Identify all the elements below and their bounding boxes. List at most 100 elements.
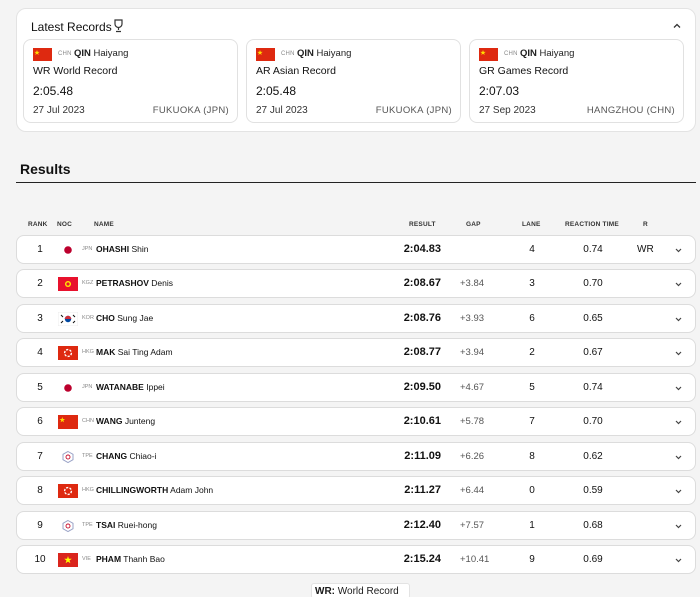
record-card-wr: CHN QIN Haiyang WR World Record 2:05.48 … [23, 39, 238, 123]
gap: +3.84 [460, 278, 485, 289]
chevron-down-icon[interactable] [674, 349, 683, 358]
result-row[interactable]: 9 TPE TSAI Ruei-hong 2:12.40 +7.57 1 0.6… [16, 511, 696, 540]
col-header-lane: LANE [522, 221, 541, 228]
chevron-down-icon[interactable] [674, 418, 683, 427]
chevron-down-icon[interactable] [674, 522, 683, 531]
reaction-time: 0.69 [583, 554, 603, 565]
result-row[interactable]: 3 KOR CHO Sung Jae 2:08.76 +3.93 6 0.65 [16, 304, 696, 333]
result-time: 2:04.83 [403, 243, 441, 255]
results-title: Results [20, 161, 71, 177]
result-row[interactable]: 10 VIE PHAM Thanh Bao 2:15.24 +10.41 9 0… [16, 545, 696, 574]
noc-code: TPE [82, 453, 93, 459]
col-header-noc: NOC [57, 221, 73, 228]
gap: +6.44 [460, 485, 485, 496]
result-row[interactable]: 4 HKG MAK Sai Ting Adam 2:08.77 +3.94 2 … [16, 338, 696, 367]
athlete-name[interactable]: CHANG Chiao-i [96, 451, 157, 461]
result-time: 2:12.40 [403, 519, 441, 531]
rank: 2 [37, 278, 43, 289]
rank: 1 [37, 244, 43, 255]
record-athlete[interactable]: QIN Haiyang [74, 48, 129, 59]
gap: +10.41 [460, 554, 490, 565]
chevron-up-icon[interactable] [671, 20, 683, 32]
chevron-down-icon[interactable] [674, 280, 683, 289]
record-card-ar: CHN QIN Haiyang AR Asian Record 2:05.48 … [246, 39, 461, 123]
record-badge: WR [637, 244, 654, 255]
record-date: 27 Jul 2023 [256, 105, 308, 116]
reaction-time: 0.74 [583, 244, 603, 255]
flag-tpe-icon [62, 450, 74, 464]
result-row[interactable]: 6 CHN WANG Junteng 2:10.61 +5.78 7 0.70 [16, 407, 696, 436]
gap: +5.78 [460, 416, 485, 427]
flag-jpn-icon [64, 384, 72, 392]
rank: 8 [37, 485, 43, 496]
result-time: 2:11.09 [404, 450, 441, 462]
record-card-gr: CHN QIN Haiyang GR Games Record 2:07.03 … [469, 39, 684, 123]
record-location: HANGZHOU (CHN) [586, 105, 675, 116]
athlete-name[interactable]: OHASHI Shin [96, 244, 149, 254]
reaction-time: 0.74 [583, 382, 603, 393]
chevron-down-icon[interactable] [674, 487, 683, 496]
result-row[interactable]: 7 TPE CHANG Chiao-i 2:11.09 +6.26 8 0.62 [16, 442, 696, 471]
reaction-time: 0.70 [583, 278, 603, 289]
record-noc: CHN [58, 51, 72, 57]
record-date: 27 Sep 2023 [479, 105, 536, 116]
chevron-down-icon[interactable] [674, 453, 683, 462]
rank: 7 [37, 451, 43, 462]
reaction-time: 0.62 [583, 451, 603, 462]
record-athlete[interactable]: QIN Haiyang [297, 48, 352, 59]
record-noc: CHN [281, 51, 295, 57]
noc-code: JPN [82, 384, 93, 390]
lane: 5 [529, 382, 535, 393]
reaction-time: 0.70 [583, 416, 603, 427]
flag-jpn-icon [64, 246, 72, 254]
legend-label: World Record [337, 586, 399, 597]
lane: 3 [529, 278, 535, 289]
chevron-down-icon[interactable] [674, 246, 683, 255]
noc-code: KOR [82, 315, 94, 321]
gap: +6.26 [460, 451, 485, 462]
chevron-down-icon[interactable] [674, 384, 683, 393]
record-athlete[interactable]: QIN Haiyang [520, 48, 575, 59]
gap: +4.67 [460, 382, 485, 393]
flag-chn-icon [256, 48, 275, 61]
record-legend: WR: World Record [311, 583, 410, 597]
col-header-rank: RANK [28, 221, 48, 228]
athlete-name[interactable]: PHAM Thanh Bao [96, 554, 165, 564]
athlete-name[interactable]: PETRASHOV Denis [96, 278, 174, 288]
athlete-name[interactable]: CHILLINGWORTH Adam John [96, 485, 214, 495]
result-row[interactable]: 1 JPN OHASHI Shin 2:04.83 4 0.74 WR [16, 235, 696, 264]
chevron-down-icon[interactable] [674, 315, 683, 324]
chevron-down-icon[interactable] [674, 556, 683, 565]
noc-code: VIE [82, 556, 91, 562]
athlete-name[interactable]: WATANABE Ippei [96, 382, 165, 392]
noc-code: CHN [82, 418, 94, 424]
noc-code: HKG [82, 349, 94, 355]
gap: +7.57 [460, 520, 485, 531]
trophy-icon [114, 19, 123, 33]
col-header-reaction-time: REACTION TIME [565, 221, 619, 228]
reaction-time: 0.67 [583, 347, 603, 358]
result-row[interactable]: 8 HKG CHILLINGWORTH Adam John 2:11.27 +6… [16, 476, 696, 505]
lane: 9 [529, 554, 535, 565]
flag-vie-icon [58, 553, 78, 567]
lane: 1 [529, 520, 535, 531]
record-noc: CHN [504, 51, 518, 57]
athlete-name[interactable]: CHO Sung Jae [96, 313, 154, 323]
col-header-name: NAME [94, 221, 114, 228]
result-time: 2:15.24 [403, 553, 441, 565]
flag-chn-icon [479, 48, 498, 61]
rank: 5 [37, 382, 43, 393]
reaction-time: 0.65 [583, 313, 603, 324]
result-row[interactable]: 2 KGZ PETRASHOV Denis 2:08.67 +3.84 3 0.… [16, 269, 696, 298]
result-row[interactable]: 5 JPN WATANABE Ippei 2:09.50 +4.67 5 0.7… [16, 373, 696, 402]
latest-records-panel: Latest Records CHN QIN Haiyang WR World … [16, 8, 696, 132]
athlete-name[interactable]: WANG Junteng [96, 416, 156, 426]
athlete-name[interactable]: MAK Sai Ting Adam [96, 347, 173, 357]
record-type: WR World Record [33, 65, 118, 77]
col-header-result: RESULT [409, 221, 436, 228]
gap: +3.93 [460, 313, 485, 324]
rank: 3 [37, 313, 43, 324]
record-location: FUKUOKA (JPN) [375, 105, 452, 116]
athlete-name[interactable]: TSAI Ruei-hong [96, 520, 157, 530]
flag-tpe-icon [62, 519, 74, 533]
